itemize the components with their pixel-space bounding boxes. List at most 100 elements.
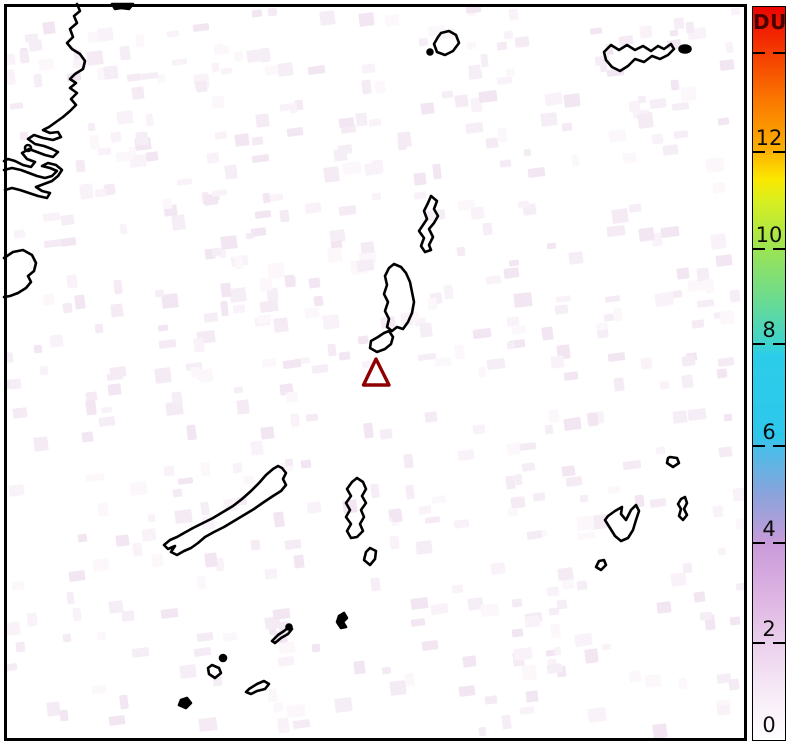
data-pixel (715, 254, 733, 267)
data-pixel (308, 277, 321, 289)
colorbar-tick-label-4: 4 (762, 517, 776, 542)
colorbar-tick-2 (753, 641, 766, 644)
data-pixel (418, 37, 429, 47)
data-pixel (307, 64, 326, 76)
data-pixel (33, 73, 43, 88)
data-pixel (374, 80, 386, 94)
data-pixel (196, 632, 214, 642)
data-pixel (506, 341, 516, 350)
data-pixel (608, 129, 627, 143)
data-pixel (43, 238, 63, 249)
data-pixel (290, 413, 300, 428)
data-pixel (607, 485, 621, 494)
data-pixel (511, 325, 527, 335)
data-pixel (273, 630, 288, 644)
data-pixel (427, 25, 446, 37)
colorbar-tick-label-12: 12 (755, 125, 783, 150)
data-pixel (389, 680, 407, 696)
colorbar: DU 12 10 8 6 4 2 0 (752, 6, 786, 741)
data-pixel (563, 371, 579, 381)
data-pixel (511, 628, 524, 638)
data-pixel (507, 507, 519, 517)
data-pixel (363, 422, 374, 439)
data-pixel (718, 446, 733, 458)
data-pixel (38, 58, 55, 71)
data-pixel (245, 232, 255, 240)
data-pixel (403, 453, 414, 469)
data-pixel (42, 293, 55, 306)
data-pixel (443, 284, 454, 300)
data-pixel (397, 138, 407, 151)
data-pixel (605, 43, 614, 56)
data-pixel (607, 351, 626, 363)
data-pixel (662, 144, 679, 156)
data-pixel (482, 222, 493, 236)
data-pixel (453, 519, 470, 529)
data-pixel (179, 664, 197, 679)
data-pixel (259, 277, 273, 292)
data-pixel (304, 307, 320, 319)
data-pixel (192, 23, 210, 32)
data-pixel (86, 50, 104, 66)
data-pixel (284, 274, 296, 288)
data-pixel (696, 298, 715, 309)
data-pixel (103, 65, 119, 80)
data-pixel (113, 279, 123, 295)
data-pixel (517, 200, 530, 209)
data-pixel (163, 465, 175, 477)
data-pixel (264, 568, 278, 580)
data-pixel (12, 407, 28, 419)
data-pixel (119, 223, 128, 235)
data-pixel (162, 198, 173, 210)
map-data-field (7, 7, 744, 738)
data-pixel (622, 152, 637, 164)
data-pixel (518, 441, 537, 452)
data-pixel (311, 364, 329, 374)
data-pixel (454, 94, 469, 108)
data-pixel (89, 134, 100, 150)
data-pixel (211, 189, 228, 197)
data-pixel (284, 458, 294, 467)
colorbar-tick-12 (753, 150, 766, 153)
data-pixel (380, 316, 396, 329)
data-pixel (672, 410, 688, 424)
data-pixel (574, 633, 593, 647)
data-pixel (457, 449, 475, 461)
data-pixel (7, 352, 14, 364)
data-pixel (7, 69, 16, 86)
data-pixel (355, 112, 368, 127)
data-pixel (259, 299, 279, 314)
data-pixel (338, 117, 355, 128)
data-pixel (424, 411, 438, 423)
data-pixel (670, 572, 687, 587)
data-pixel (62, 633, 72, 643)
data-pixel (186, 424, 197, 441)
data-pixel (193, 646, 212, 658)
data-pixel (462, 655, 477, 668)
map-panel (2, 2, 747, 741)
data-pixel (77, 533, 88, 543)
data-pixel (97, 147, 112, 156)
data-pixel (561, 122, 573, 132)
data-pixel (171, 391, 183, 406)
data-pixel (681, 355, 696, 367)
data-pixel (654, 291, 674, 308)
data-pixel (140, 71, 159, 81)
data-pixel (39, 365, 49, 376)
data-pixel (260, 426, 275, 440)
data-pixel (576, 515, 595, 531)
data-pixel (728, 678, 740, 691)
data-pixel (649, 98, 667, 109)
data-pixel (358, 12, 375, 27)
data-pixel (681, 374, 694, 389)
data-pixel (49, 334, 64, 348)
data-pixel (717, 547, 727, 556)
data-pixel (717, 357, 735, 367)
data-pixel (172, 488, 183, 498)
data-pixel (269, 193, 284, 202)
data-pixel (622, 459, 642, 471)
data-pixel (119, 45, 131, 61)
data-pixel (319, 10, 336, 26)
data-pixel (198, 716, 218, 733)
data-pixel (613, 377, 625, 392)
